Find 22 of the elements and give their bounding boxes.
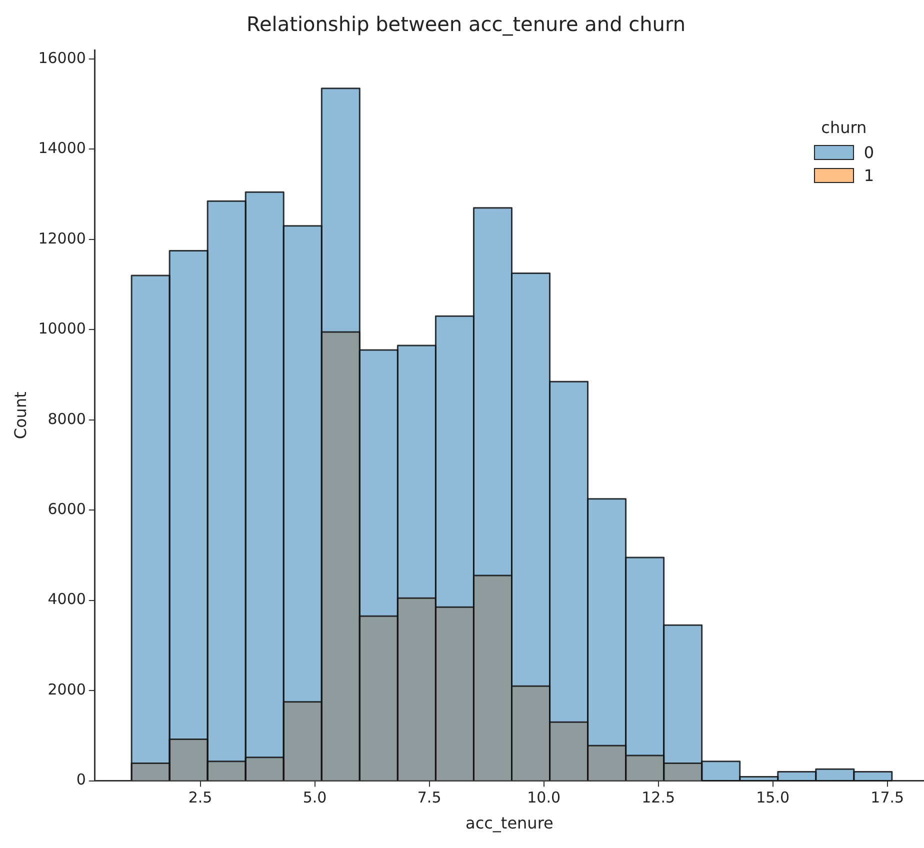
x-tick-label: 5.0 bbox=[302, 788, 327, 807]
x-tick-label: 15.0 bbox=[756, 788, 790, 807]
y-tick-label: 6000 bbox=[48, 500, 86, 518]
y-tick-label: 16000 bbox=[38, 48, 86, 67]
y-tick-label: 2000 bbox=[48, 680, 86, 698]
y-tick-label: 8000 bbox=[48, 410, 86, 428]
legend-title: churn bbox=[820, 118, 868, 137]
x-axis-title: acc_tenure bbox=[466, 814, 554, 833]
chart-title: Relationship between acc_tenure and churn bbox=[246, 12, 686, 36]
x-tick-label: 12.5 bbox=[642, 788, 676, 807]
x-tick-label: 2.5 bbox=[188, 788, 212, 807]
y-axis-title: Count bbox=[10, 392, 30, 440]
y-tick-label: 4000 bbox=[48, 590, 86, 608]
y-tick-label: 14000 bbox=[38, 139, 86, 158]
y-tick-label: 10000 bbox=[38, 320, 86, 338]
x-tick-label: 17.5 bbox=[870, 788, 904, 807]
x-tick-label: 10.0 bbox=[527, 788, 561, 807]
x-tick-label: 7.5 bbox=[417, 788, 442, 807]
y-tick-label: 12000 bbox=[38, 229, 86, 248]
legend-label: 1 bbox=[864, 166, 874, 185]
legend-label: 0 bbox=[864, 143, 874, 162]
y-tick-label: 0 bbox=[76, 770, 86, 789]
